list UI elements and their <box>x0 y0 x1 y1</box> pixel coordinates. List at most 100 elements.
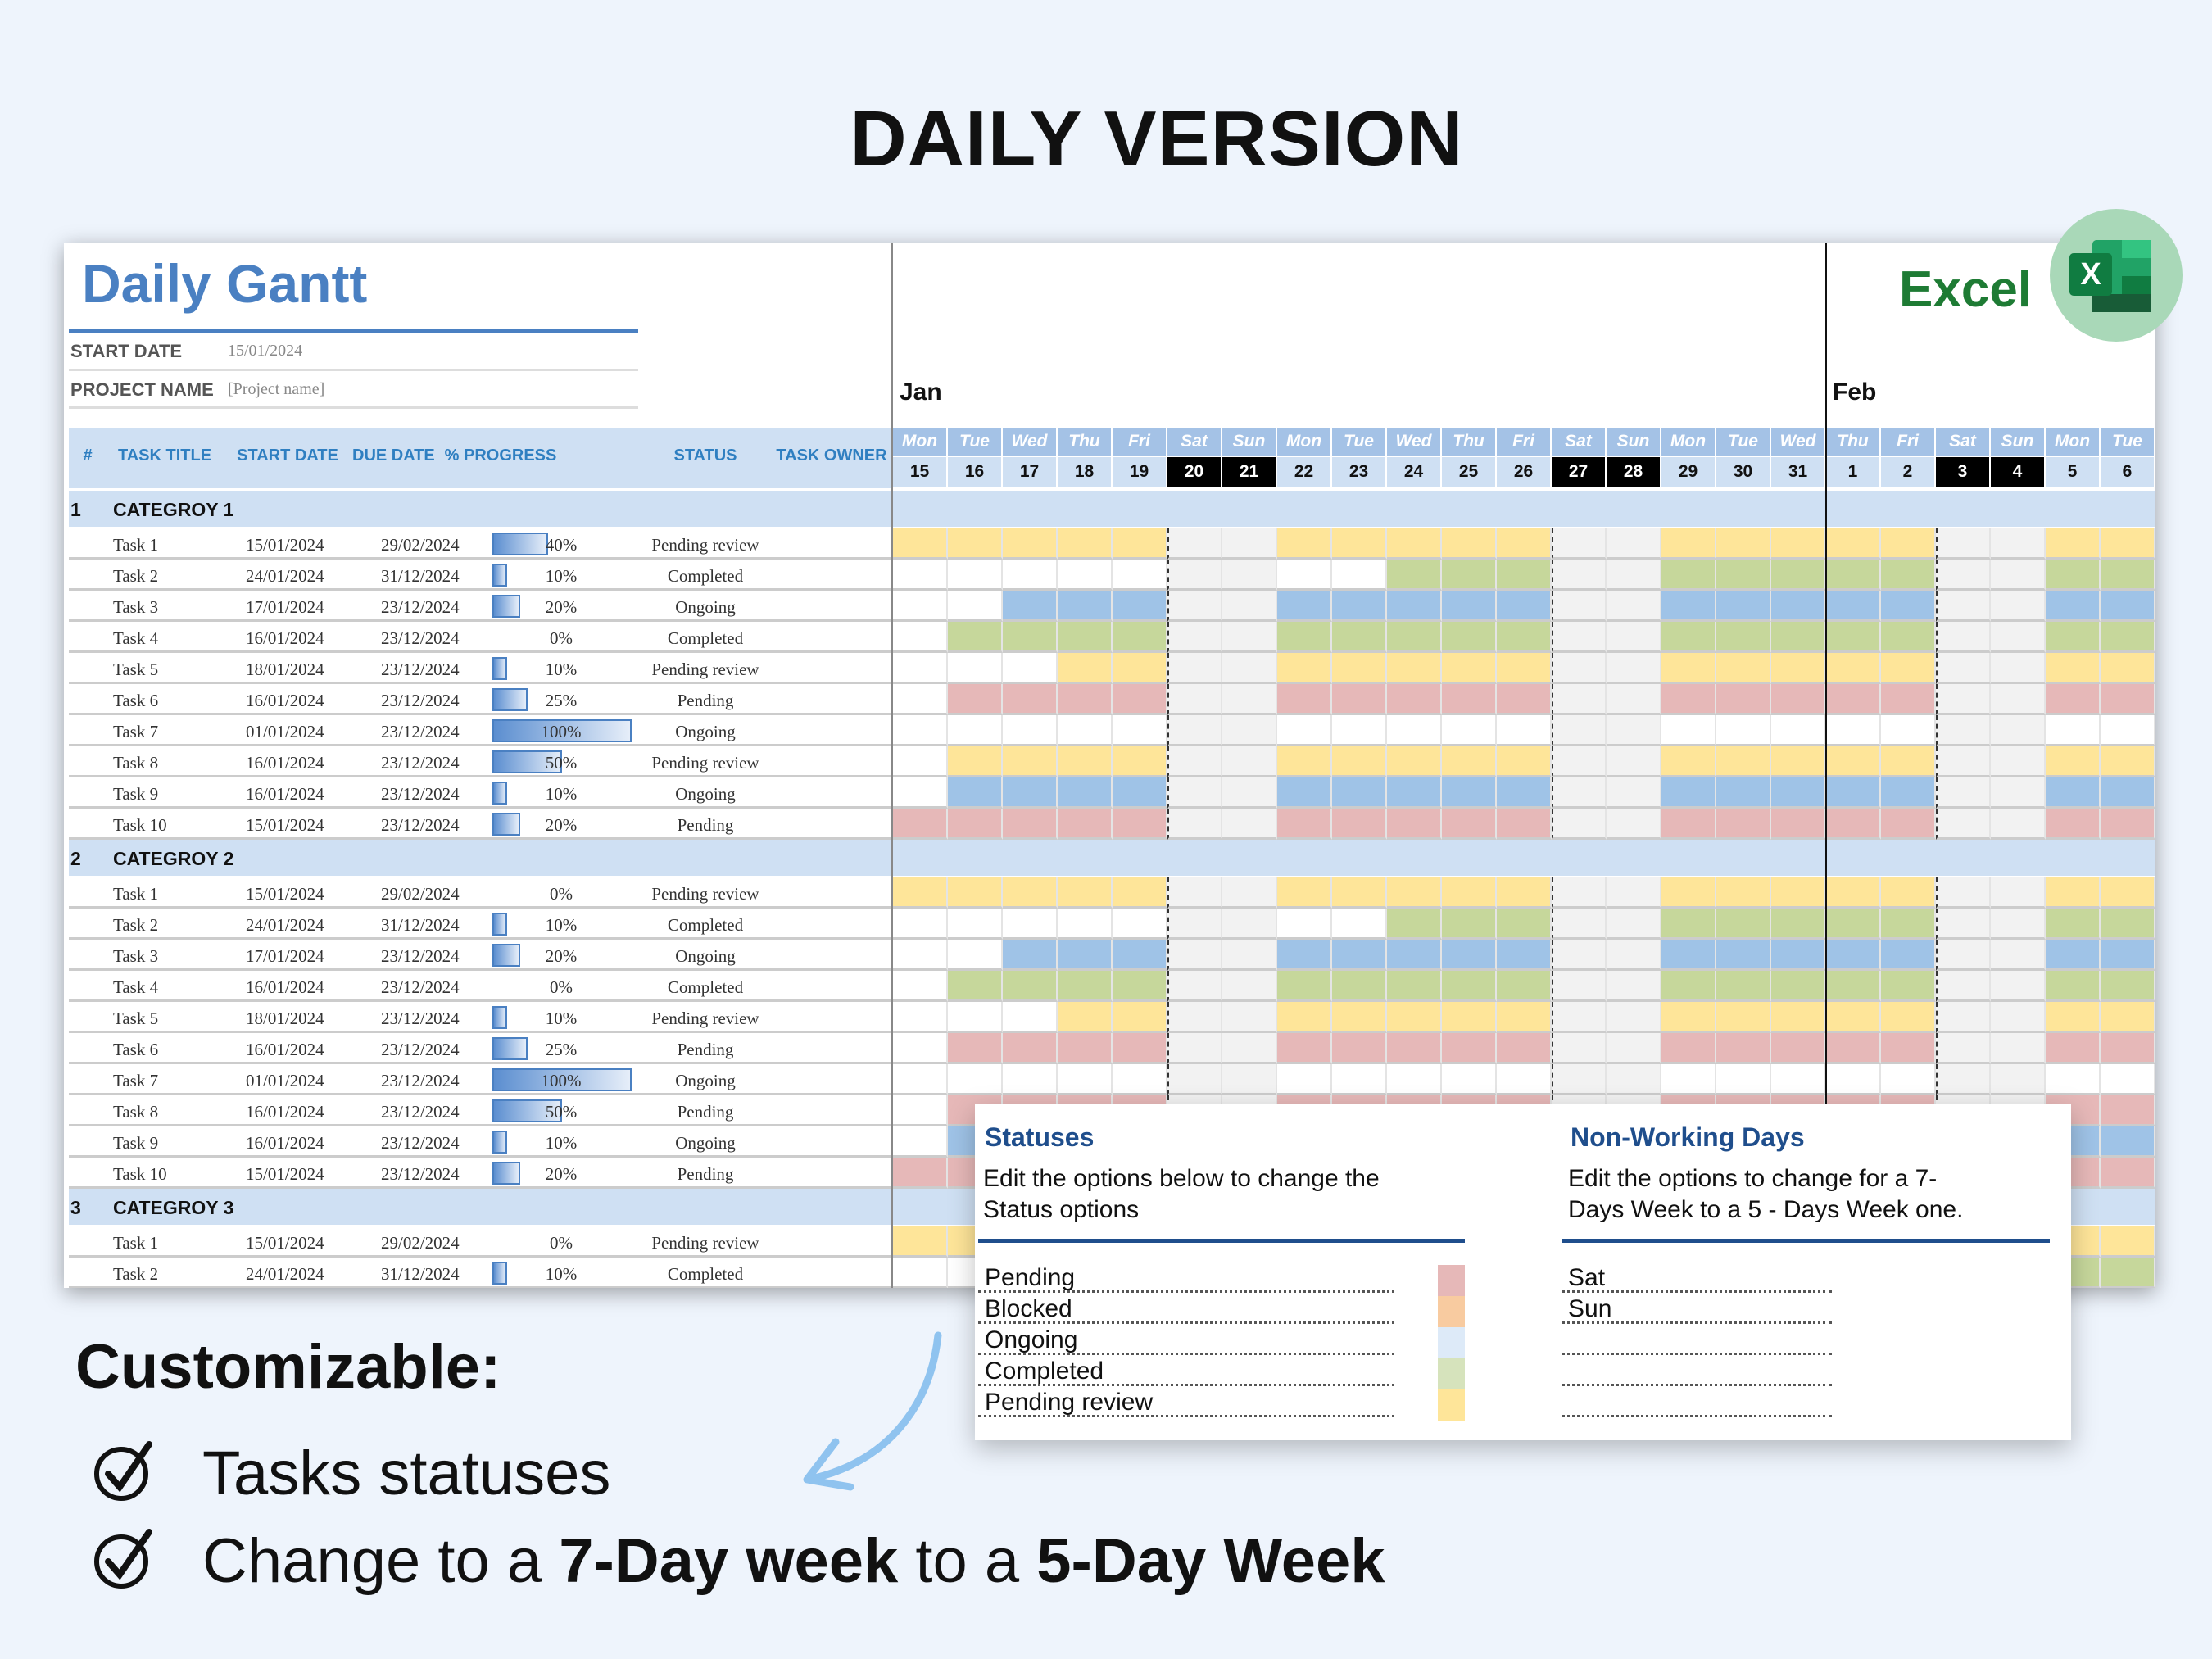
gantt-cell[interactable] <box>1936 1033 1991 1064</box>
gantt-cell[interactable] <box>1716 909 1771 940</box>
gantt-cell[interactable] <box>1222 1064 1277 1095</box>
task-start-date[interactable]: 17/01/2024 <box>246 946 324 966</box>
gantt-cell[interactable] <box>1387 560 1442 591</box>
gantt-cell[interactable] <box>1497 528 1552 560</box>
gantt-cell[interactable] <box>1991 940 2046 971</box>
gantt-cell[interactable] <box>1552 971 1607 1002</box>
gantt-cell[interactable] <box>893 653 948 684</box>
task-start-date[interactable]: 16/01/2024 <box>246 753 324 773</box>
gantt-cell[interactable] <box>1387 940 1442 971</box>
gantt-cell[interactable] <box>1826 684 1881 715</box>
gantt-cell[interactable] <box>1991 684 2046 715</box>
gantt-cell[interactable] <box>1936 746 1991 777</box>
status-option[interactable]: Pending <box>978 1262 1394 1293</box>
gantt-cell[interactable] <box>1936 528 1991 560</box>
task-start-date[interactable]: 16/01/2024 <box>246 784 324 804</box>
status-option[interactable]: Pending review <box>978 1386 1394 1417</box>
gantt-cell[interactable] <box>1387 715 1442 746</box>
gantt-cell[interactable] <box>1332 809 1387 840</box>
gantt-cell[interactable] <box>1661 1064 1716 1095</box>
day-number-header[interactable]: 27 <box>1552 457 1607 487</box>
gantt-cell[interactable] <box>1936 1064 1991 1095</box>
gantt-cell[interactable] <box>1661 684 1716 715</box>
gantt-cell[interactable] <box>1332 971 1387 1002</box>
gantt-cell[interactable] <box>1387 1002 1442 1033</box>
gantt-cell[interactable] <box>948 746 1003 777</box>
gantt-cell[interactable] <box>893 1126 948 1158</box>
task-status[interactable]: Ongoing <box>675 1133 736 1153</box>
gantt-cell[interactable] <box>1442 909 1497 940</box>
gantt-cell[interactable] <box>2101 528 2155 560</box>
gantt-cell[interactable] <box>948 1064 1003 1095</box>
gantt-cell[interactable] <box>1716 746 1771 777</box>
gantt-cell[interactable] <box>893 715 948 746</box>
gantt-cell[interactable] <box>893 1002 948 1033</box>
gantt-cell[interactable] <box>948 809 1003 840</box>
gantt-cell[interactable] <box>1991 715 2046 746</box>
task-title[interactable]: Task 2 <box>113 1264 159 1284</box>
gantt-cell[interactable] <box>1661 809 1716 840</box>
gantt-cell[interactable] <box>1552 1033 1607 1064</box>
gantt-cell[interactable] <box>1277 1064 1332 1095</box>
gantt-cell[interactable] <box>2046 940 2101 971</box>
gantt-cell[interactable] <box>1058 560 1113 591</box>
gantt-cell[interactable] <box>1826 877 1881 909</box>
task-status[interactable]: Pending <box>677 691 734 710</box>
gantt-cell[interactable] <box>1661 715 1716 746</box>
gantt-cell[interactable] <box>1771 971 1826 1002</box>
gantt-cell[interactable] <box>948 1002 1003 1033</box>
gantt-cell[interactable] <box>1113 560 1167 591</box>
gantt-cell[interactable] <box>1881 622 1936 653</box>
task-start-date[interactable]: 01/01/2024 <box>246 1071 324 1090</box>
task-progress[interactable]: 10% <box>545 1264 578 1284</box>
task-status[interactable]: Completed <box>667 977 744 997</box>
gantt-cell[interactable] <box>893 622 948 653</box>
category-row[interactable] <box>69 840 2155 876</box>
task-due-date[interactable]: 31/12/2024 <box>381 1264 460 1284</box>
gantt-cell[interactable] <box>1058 971 1113 1002</box>
gantt-cell[interactable] <box>893 971 948 1002</box>
gantt-cell[interactable] <box>1113 622 1167 653</box>
gantt-cell[interactable] <box>1716 622 1771 653</box>
gantt-cell[interactable] <box>1991 777 2046 809</box>
gantt-cell[interactable] <box>1497 1033 1552 1064</box>
gantt-cell[interactable] <box>2046 971 2101 1002</box>
gantt-cell[interactable] <box>1716 715 1771 746</box>
day-number-header[interactable]: 4 <box>1991 457 2046 487</box>
gantt-cell[interactable] <box>1332 560 1387 591</box>
gantt-cell[interactable] <box>1661 653 1716 684</box>
task-start-date[interactable]: 16/01/2024 <box>246 628 324 648</box>
gantt-cell[interactable] <box>1552 877 1607 909</box>
gantt-cell[interactable] <box>1771 809 1826 840</box>
gantt-cell[interactable] <box>893 560 948 591</box>
gantt-cell[interactable] <box>1387 809 1442 840</box>
gantt-cell[interactable] <box>1607 1033 1661 1064</box>
gantt-cell[interactable] <box>2101 777 2155 809</box>
gantt-cell[interactable] <box>1222 909 1277 940</box>
task-due-date[interactable]: 31/12/2024 <box>381 915 460 935</box>
gantt-cell[interactable] <box>2101 1158 2155 1189</box>
gantt-cell[interactable] <box>1113 653 1167 684</box>
gantt-cell[interactable] <box>1058 715 1113 746</box>
gantt-cell[interactable] <box>1113 684 1167 715</box>
gantt-cell[interactable] <box>1497 971 1552 1002</box>
gantt-cell[interactable] <box>1387 591 1442 622</box>
gantt-cell[interactable] <box>1442 777 1497 809</box>
day-number-header[interactable]: 30 <box>1716 457 1771 487</box>
gantt-cell[interactable] <box>2101 809 2155 840</box>
task-progress[interactable]: 0% <box>550 884 573 904</box>
gantt-cell[interactable] <box>1826 1033 1881 1064</box>
gantt-cell[interactable] <box>1826 940 1881 971</box>
gantt-cell[interactable] <box>1058 746 1113 777</box>
gantt-cell[interactable] <box>1058 591 1113 622</box>
task-start-date[interactable]: 17/01/2024 <box>246 597 324 617</box>
task-title[interactable]: Task 3 <box>113 597 159 617</box>
task-progress[interactable]: 25% <box>545 1040 578 1059</box>
task-status[interactable]: Ongoing <box>675 1071 736 1090</box>
task-due-date[interactable]: 23/12/2024 <box>381 628 460 648</box>
gantt-cell[interactable] <box>1222 528 1277 560</box>
gantt-cell[interactable] <box>2101 1033 2155 1064</box>
gantt-cell[interactable] <box>1387 877 1442 909</box>
task-progress[interactable]: 10% <box>545 915 578 935</box>
gantt-cell[interactable] <box>1277 684 1332 715</box>
